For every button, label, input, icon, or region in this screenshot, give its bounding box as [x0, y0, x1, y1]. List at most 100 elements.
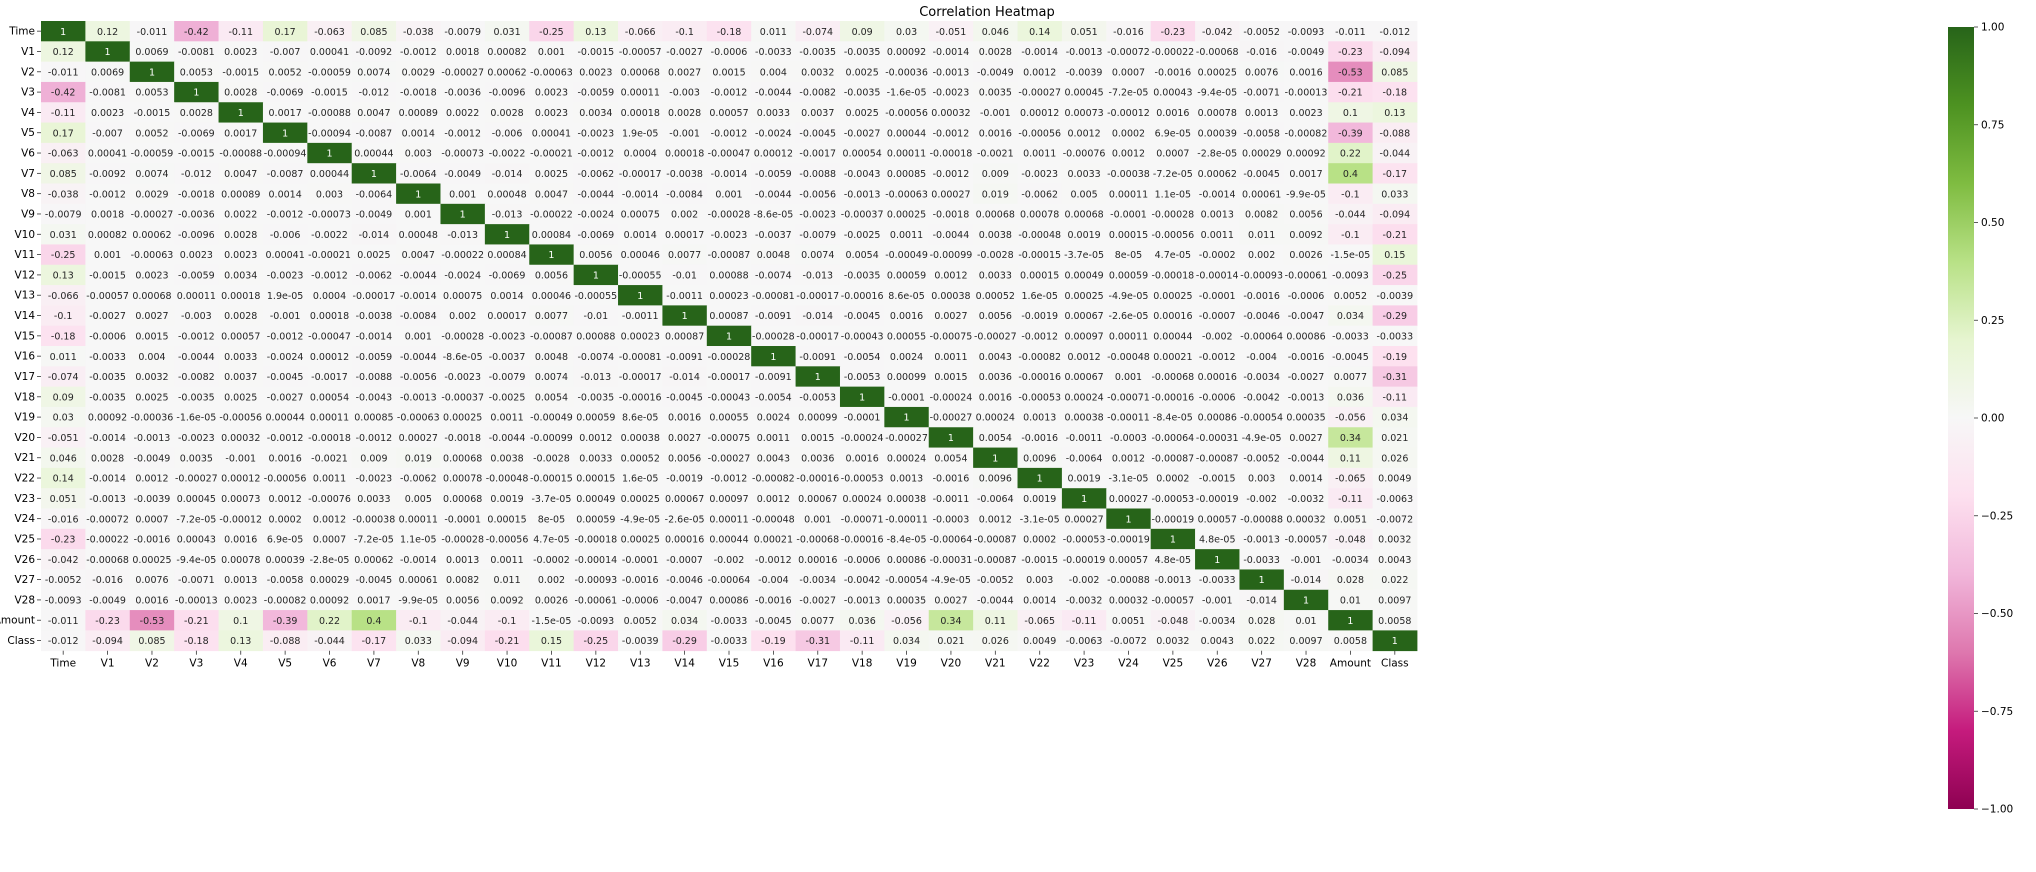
- heatmap-cell-value: -0.0003: [1110, 433, 1147, 444]
- heatmap-cell-value: 0.00086: [887, 555, 926, 566]
- heatmap-cell-value: 0.0027: [1289, 433, 1322, 444]
- heatmap-cell-value: -0.0033: [1243, 555, 1280, 566]
- colorbar-tick-label: 0.50: [1981, 217, 2004, 229]
- heatmap-cell-value: 0.22: [319, 616, 340, 627]
- heatmap-cell: [1328, 305, 1374, 327]
- heatmap-cell-value: -0.00018: [930, 149, 973, 160]
- heatmap-cell-value: 0.00011: [709, 514, 748, 525]
- heatmap-cell-value: 0.0096: [979, 474, 1012, 485]
- heatmap-cell-value: -0.00053: [1152, 494, 1195, 505]
- heatmap-cell-value: -0.0016: [134, 535, 171, 546]
- heatmap-cell-value: 1: [60, 27, 66, 38]
- heatmap-cell: [484, 406, 530, 428]
- heatmap-cell: [262, 183, 308, 205]
- heatmap-cell: [662, 488, 708, 509]
- heatmap-cell-value: -0.0038: [666, 169, 703, 180]
- heatmap-cell-value: -0.002: [714, 555, 745, 566]
- heatmap-cell-value: 0.0007: [313, 535, 346, 546]
- heatmap-cell-value: 0.034: [893, 636, 920, 647]
- heatmap-cell-value: 0.031: [493, 27, 520, 38]
- heatmap-cell: [795, 224, 841, 245]
- heatmap-cell-value: 0.0013: [446, 555, 479, 566]
- heatmap-cell-value: 0.00092: [88, 413, 127, 424]
- heatmap-cell: [973, 203, 1018, 225]
- heatmap-cell-value: -0.00017: [796, 291, 839, 302]
- heatmap-cell-value: -0.0021: [311, 453, 348, 464]
- heatmap-cell-value: 0.00046: [532, 291, 571, 302]
- heatmap-cell-value: 0.0014: [269, 189, 302, 200]
- heatmap-cell: [1372, 467, 1418, 489]
- heatmap-cell-value: 0.0007: [1156, 149, 1189, 160]
- heatmap-cell: [484, 427, 530, 448]
- heatmap-cell: [928, 203, 974, 225]
- heatmap-cell: [129, 163, 175, 184]
- heatmap-cell: [85, 630, 131, 652]
- heatmap-cell: [751, 183, 796, 205]
- heatmap-cell: [795, 427, 841, 448]
- heatmap-cell-value: -0.0012: [1021, 331, 1058, 342]
- heatmap-cell: [573, 589, 619, 611]
- heatmap-cell: [529, 305, 575, 327]
- heatmap-cell-value: -0.0003: [933, 514, 970, 525]
- heatmap-cell-value: 0.00038: [1064, 413, 1103, 424]
- heatmap-cell-value: 0.0053: [180, 67, 213, 78]
- heatmap-cell: [41, 325, 86, 347]
- heatmap-cell-value: -0.00037: [441, 392, 484, 403]
- heatmap-cell-value: 0.0004: [313, 291, 346, 302]
- heatmap-cell: [662, 41, 708, 63]
- heatmap-cell: [662, 224, 708, 245]
- heatmap-cell: [706, 203, 752, 225]
- heatmap-cell: [351, 488, 397, 509]
- heatmap-cell: [662, 386, 708, 408]
- heatmap-cell: [85, 224, 131, 245]
- heatmap-cell-value: 0.0097: [1378, 596, 1411, 607]
- heatmap-cell: [884, 528, 930, 550]
- heatmap-cell: [618, 406, 663, 428]
- heatmap-cell-value: -0.1: [54, 311, 73, 322]
- heatmap-cell-value: 0.0077: [535, 311, 568, 322]
- heatmap-cell: [218, 488, 264, 509]
- heatmap-cell: [884, 386, 930, 408]
- heatmap-cell: [218, 224, 264, 245]
- heatmap-cell-value: 0.00068: [1064, 210, 1103, 221]
- heatmap-cell-value: -0.001: [980, 108, 1011, 119]
- heatmap-cell-value: -0.011: [137, 27, 168, 38]
- heatmap-cell-value: 0.085: [138, 636, 165, 647]
- heatmap-cell: [307, 102, 353, 123]
- heatmap-cell-value: -0.00027: [885, 433, 928, 444]
- heatmap-cell-value: 0.00041: [532, 128, 571, 139]
- heatmap-cell-value: -0.0024: [755, 128, 792, 139]
- heatmap-cell: [262, 305, 308, 327]
- heatmap-cell: [484, 244, 530, 266]
- heatmap-cell: [1372, 61, 1418, 83]
- heatmap-cell: [1372, 569, 1418, 591]
- heatmap-cell-value: 0.00041: [265, 250, 304, 261]
- heatmap-cell-value: -2.6e-05: [665, 514, 705, 525]
- heatmap-cell-value: -0.0006: [622, 596, 659, 607]
- heatmap-cell: [396, 488, 441, 509]
- x-tick-label: V27: [1251, 658, 1272, 670]
- heatmap-cell-value: 1: [149, 67, 155, 78]
- heatmap-cell: [218, 264, 264, 286]
- heatmap-cell: [751, 81, 796, 103]
- heatmap-cell-value: -9.4e-05: [1197, 88, 1237, 99]
- heatmap-cell-value: 0.011: [760, 27, 787, 38]
- heatmap-cell-value: -0.063: [48, 149, 79, 160]
- heatmap-cell: [1239, 163, 1285, 184]
- heatmap-cell-value: -0.006: [270, 230, 301, 241]
- heatmap-cell: [85, 285, 131, 306]
- heatmap-cell: [484, 163, 530, 184]
- heatmap-cell: [884, 264, 930, 286]
- heatmap-cell: [41, 447, 86, 469]
- heatmap-cell: [351, 467, 397, 489]
- heatmap-cell-value: -0.00016: [619, 392, 662, 403]
- heatmap-cell-value: -0.0028: [977, 250, 1014, 261]
- heatmap-cell-value: 0.00021: [754, 535, 793, 546]
- heatmap-cell-value: -0.00081: [619, 352, 662, 363]
- heatmap-cell-value: 0.002: [1248, 250, 1275, 261]
- heatmap-cell: [529, 81, 575, 103]
- heatmap-cell-value: 0.00035: [1286, 413, 1325, 424]
- heatmap-cell-value: 0.0002: [1112, 128, 1145, 139]
- heatmap-cell-value: 1: [1259, 575, 1265, 586]
- heatmap-cell: [1372, 183, 1418, 205]
